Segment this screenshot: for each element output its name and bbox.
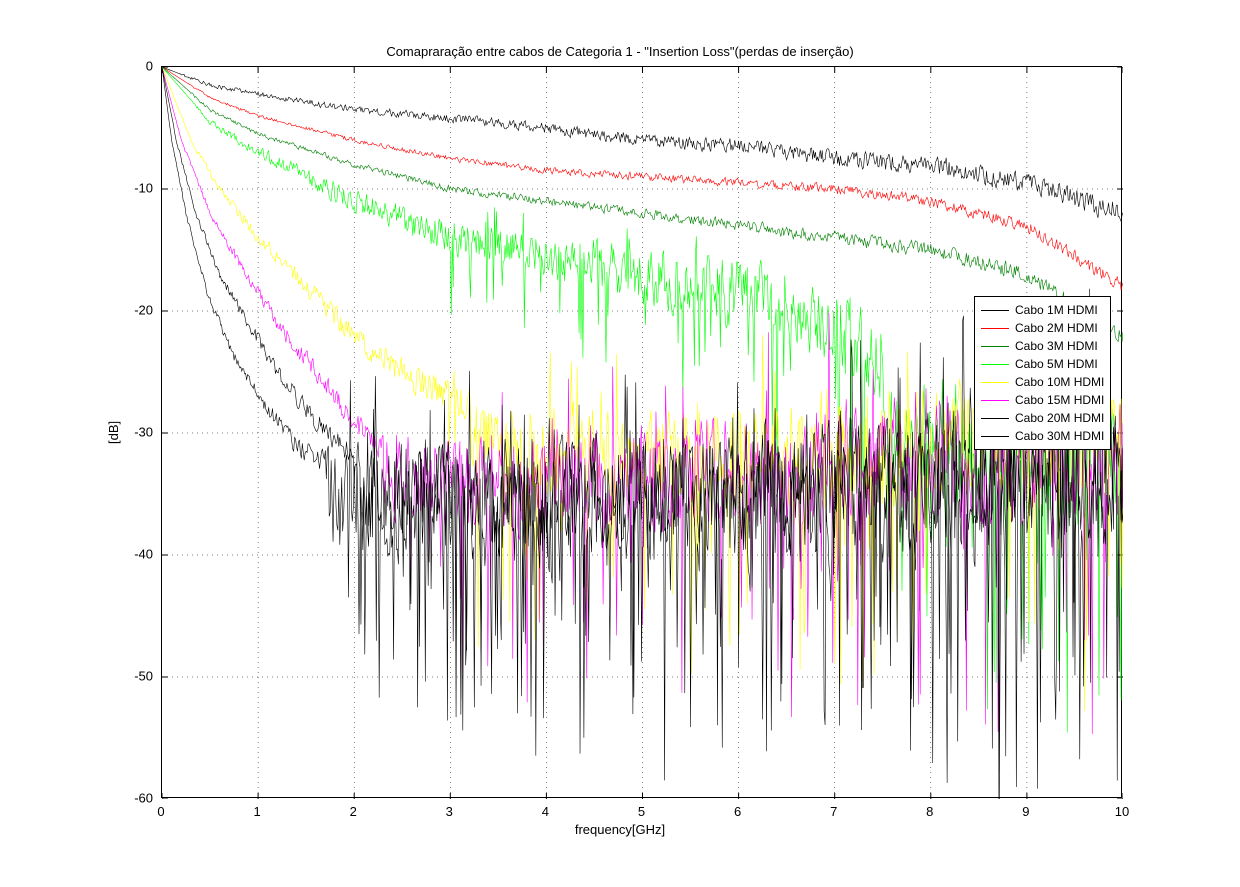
- legend-label: Cabo 2M HDMI: [1015, 321, 1098, 335]
- legend-label: Cabo 3M HDMI: [1015, 339, 1098, 353]
- x-tick-label: 0: [157, 804, 164, 819]
- x-tick-label: 2: [350, 804, 357, 819]
- legend-item: Cabo 10M HDMI: [981, 373, 1104, 391]
- y-tick-label: -10: [123, 181, 153, 196]
- legend-swatch: [981, 382, 1009, 383]
- legend-swatch: [981, 418, 1009, 419]
- x-tick-label: 3: [446, 804, 453, 819]
- x-tick-label: 7: [830, 804, 837, 819]
- legend-item: Cabo 1M HDMI: [981, 301, 1104, 319]
- x-tick-label: 10: [1115, 804, 1129, 819]
- legend-swatch: [981, 310, 1009, 311]
- legend-item: Cabo 3M HDMI: [981, 337, 1104, 355]
- legend-label: Cabo 10M HDMI: [1015, 375, 1104, 389]
- y-tick-label: -20: [123, 303, 153, 318]
- y-tick-label: -30: [123, 425, 153, 440]
- legend-swatch: [981, 400, 1009, 401]
- legend-item: Cabo 20M HDMI: [981, 409, 1104, 427]
- y-axis-label: [dB]: [106, 421, 121, 444]
- legend-item: Cabo 15M HDMI: [981, 391, 1104, 409]
- legend-item: Cabo 30M HDMI: [981, 427, 1104, 445]
- x-axis-label: frequency[GHz]: [0, 822, 1240, 837]
- legend-swatch: [981, 364, 1009, 365]
- y-tick-label: -40: [123, 547, 153, 562]
- legend-swatch: [981, 328, 1009, 329]
- legend-label: Cabo 5M HDMI: [1015, 357, 1098, 371]
- x-tick-label: 8: [926, 804, 933, 819]
- x-tick-label: 4: [542, 804, 549, 819]
- legend-swatch: [981, 346, 1009, 347]
- series-line: [162, 67, 1123, 290]
- legend-item: Cabo 2M HDMI: [981, 319, 1104, 337]
- legend-label: Cabo 20M HDMI: [1015, 411, 1104, 425]
- series-line: [162, 67, 1123, 221]
- y-tick-label: 0: [123, 59, 153, 74]
- x-tick-label: 6: [734, 804, 741, 819]
- legend-label: Cabo 15M HDMI: [1015, 393, 1104, 407]
- figure: Comapraração entre cabos de Categoria 1 …: [0, 0, 1240, 887]
- legend-label: Cabo 1M HDMI: [1015, 303, 1098, 317]
- y-tick-label: -60: [123, 791, 153, 806]
- legend-swatch: [981, 436, 1009, 437]
- chart-title: Comapraração entre cabos de Categoria 1 …: [0, 44, 1240, 59]
- legend-label: Cabo 30M HDMI: [1015, 429, 1104, 443]
- x-tick-label: 1: [253, 804, 260, 819]
- x-tick-label: 5: [638, 804, 645, 819]
- legend-item: Cabo 5M HDMI: [981, 355, 1104, 373]
- legend: Cabo 1M HDMI Cabo 2M HDMI Cabo 3M HDMI Cabo…: [974, 296, 1111, 450]
- x-tick-label: 9: [1022, 804, 1029, 819]
- y-tick-label: -50: [123, 669, 153, 684]
